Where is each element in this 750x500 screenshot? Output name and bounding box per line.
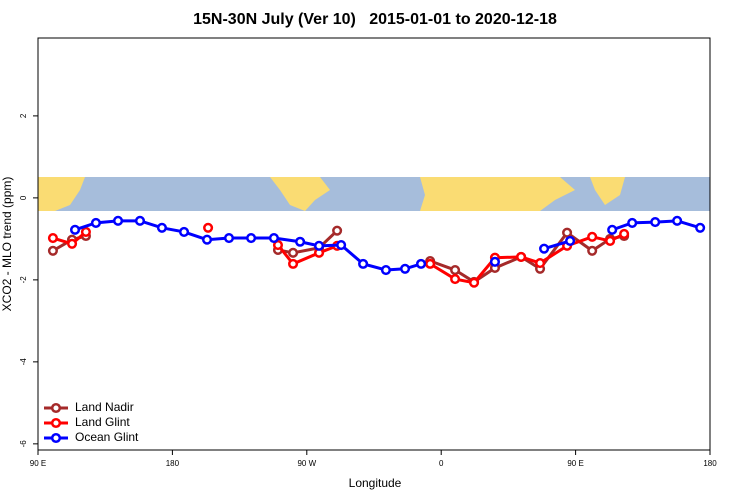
x-tick-label: 90 E (567, 459, 583, 468)
point (605, 235, 616, 246)
point (288, 258, 299, 269)
point (450, 274, 461, 285)
point (425, 258, 436, 269)
point (380, 264, 391, 276)
point (489, 256, 501, 267)
point (295, 236, 306, 247)
point (80, 226, 91, 237)
x-tick-label: 180 (703, 459, 717, 468)
point (695, 222, 706, 233)
x-tick-label: 90 W (297, 459, 316, 468)
map-band (38, 177, 710, 211)
point (223, 233, 235, 244)
point (650, 217, 661, 228)
point (313, 240, 325, 251)
point (627, 217, 638, 228)
point (539, 243, 550, 254)
point (288, 247, 299, 258)
point (587, 231, 598, 242)
point (535, 258, 546, 269)
point (112, 215, 124, 226)
x-tick-label: 90 E (30, 459, 46, 468)
point (619, 228, 630, 240)
y-axis-label: XCO2 - MLO trend (ppm) (0, 177, 14, 312)
point (516, 251, 527, 262)
point (203, 222, 214, 233)
series-line (52, 229, 625, 284)
legend-label: Land Nadir (75, 400, 134, 414)
point (336, 239, 347, 251)
y-tick-label: -4 (19, 358, 28, 366)
point (607, 224, 618, 235)
y-tick-label: -2 (19, 276, 28, 284)
point (562, 227, 573, 238)
x-tick-label: 180 (166, 459, 180, 468)
series-line (74, 219, 701, 272)
y-tick-label: 2 (19, 113, 28, 118)
legend-label: Ocean Glint (75, 430, 139, 444)
point (272, 239, 284, 251)
legend-marker (50, 402, 62, 414)
point (156, 222, 167, 233)
legend-label: Land Glint (75, 415, 130, 429)
chart-title: 15N-30N July (Ver 10) 2015-01-01 to 2020… (193, 11, 557, 28)
point (415, 258, 427, 269)
point (246, 233, 257, 244)
point (672, 215, 683, 226)
point (400, 263, 411, 274)
point (332, 225, 343, 236)
point (450, 264, 461, 276)
point (268, 233, 279, 244)
point (178, 226, 190, 237)
x-axis-label: Longitude (349, 476, 402, 490)
series-line (52, 230, 625, 285)
point (201, 234, 213, 245)
x-tick-label: 0 (439, 459, 444, 468)
y-tick-label: 0 (19, 195, 28, 200)
point (90, 217, 101, 228)
point (587, 245, 598, 256)
legend-marker (50, 432, 62, 444)
point (134, 215, 146, 226)
point (469, 277, 480, 288)
point (358, 258, 369, 269)
y-tick-label: -6 (19, 440, 28, 448)
legend-marker (50, 417, 62, 429)
plot-frame (37, 37, 711, 451)
point (565, 235, 576, 246)
point (66, 238, 78, 249)
point (47, 233, 58, 244)
point (69, 224, 81, 235)
point (47, 245, 58, 256)
